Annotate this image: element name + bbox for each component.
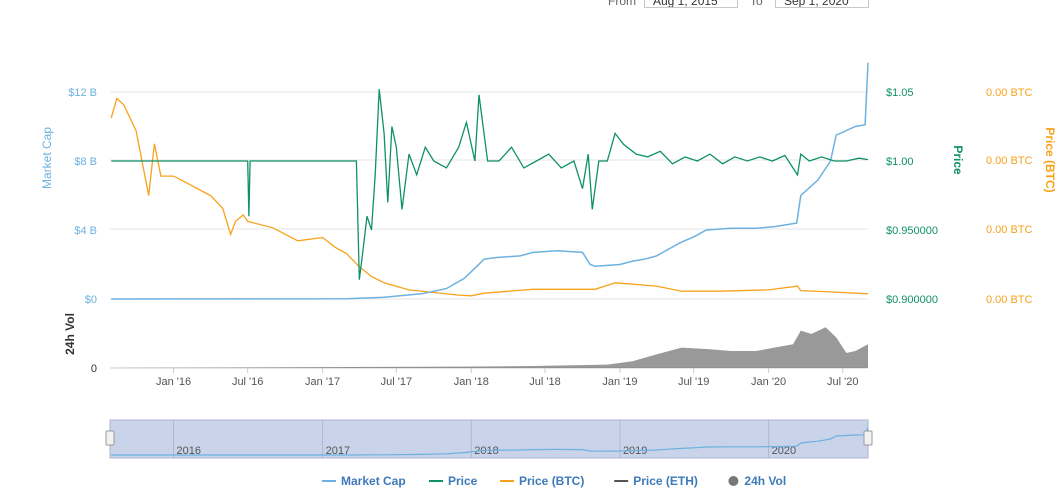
legend-item-label[interactable]: Market Cap: [341, 474, 406, 488]
market-cap-tick-label: $12 B: [68, 87, 97, 99]
x-tick-label: Jul '17: [381, 376, 412, 388]
navigator-left-handle[interactable]: [105, 430, 115, 446]
from-date-input[interactable]: Aug 1, 2015: [644, 0, 738, 8]
market-cap-line: [111, 62, 869, 300]
market-cap-tick-label: $4 B: [74, 225, 97, 237]
market-cap-tick-label: $8 B: [74, 156, 97, 168]
price-axis-title: Price: [951, 145, 965, 175]
navigator-right-handle[interactable]: [863, 430, 873, 446]
price-line: [111, 89, 869, 280]
price-btc-tick-label: 0.00 BTC: [986, 155, 1033, 167]
price-btc-tick-label: 0.00 BTC: [986, 224, 1033, 236]
volume-tick-label: 0: [91, 363, 97, 375]
from-label: From: [608, 0, 636, 8]
price-tick-label: $1.05: [886, 87, 914, 99]
navigator-year-label: 2016: [177, 445, 201, 457]
x-tick-label: Jul '20: [827, 376, 858, 388]
x-tick-label: Jan '20: [751, 376, 786, 388]
x-tick-label: Jul '18: [529, 376, 560, 388]
price-tick-label: $0.900000: [886, 294, 938, 306]
navigator-year-label: 2017: [326, 445, 350, 457]
legend-item-label[interactable]: Price: [448, 474, 478, 488]
price-tick-label: $0.950000: [886, 225, 938, 237]
market-cap-tick-label: $0: [85, 294, 97, 306]
x-tick-label: Jan '17: [305, 376, 340, 388]
legend-item-label[interactable]: Price (BTC): [519, 474, 584, 488]
volume-area: [111, 327, 868, 368]
price-btc-axis-title: Price (BTC): [1043, 127, 1057, 192]
x-tick-label: Jan '18: [454, 376, 489, 388]
price-btc-tick-label: 0.00 BTC: [986, 87, 1033, 99]
to-date-input[interactable]: Sep 1, 2020: [775, 0, 869, 8]
volume-axis-title: 24h Vol: [63, 313, 77, 355]
legend-item-label[interactable]: Price (ETH): [633, 474, 698, 488]
navigator-year-label: 2020: [772, 445, 796, 457]
legend-marker: [728, 476, 739, 486]
legend-item-label[interactable]: 24h Vol: [744, 474, 786, 488]
to-label: To: [750, 0, 763, 8]
price-btc-tick-label: 0.00 BTC: [986, 294, 1033, 306]
x-tick-label: Jan '19: [602, 376, 637, 388]
navigator-year-label: 2018: [474, 445, 498, 457]
price-btc-line: [110, 97, 869, 297]
x-tick-label: Jul '19: [678, 376, 709, 388]
navigator-window[interactable]: [109, 419, 869, 459]
market-cap-axis-title: Market Cap: [40, 127, 54, 189]
navigator-series: [111, 427, 869, 456]
x-tick-label: Jan '16: [156, 376, 191, 388]
x-tick-label: Jul '16: [232, 376, 263, 388]
price-tick-label: $1.00: [886, 156, 914, 168]
